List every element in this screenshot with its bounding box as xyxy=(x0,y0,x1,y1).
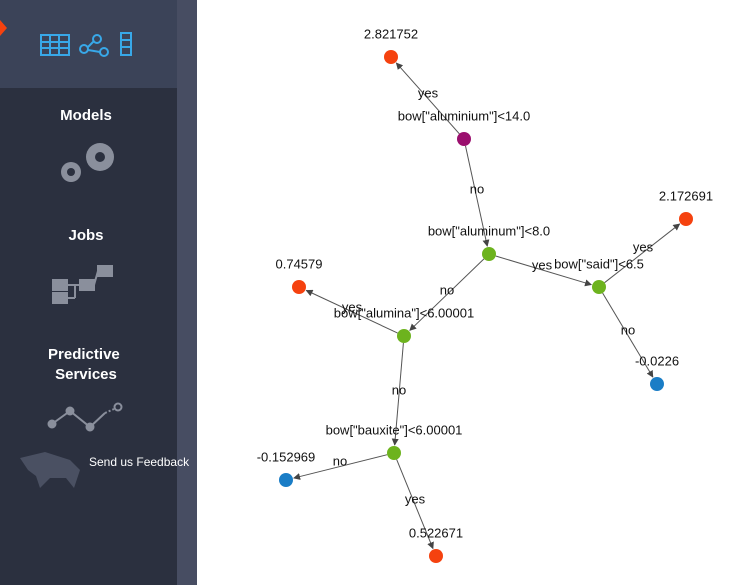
jobs-icon xyxy=(52,265,113,304)
node-label: bow["bauxite"]<6.00001 xyxy=(326,422,463,437)
edge-label: yes xyxy=(405,491,426,506)
node-label: 0.74579 xyxy=(276,256,323,271)
edge-label: no xyxy=(440,282,454,297)
services-icon xyxy=(47,402,123,432)
node-label: 0.522671 xyxy=(409,525,463,540)
edge xyxy=(602,292,654,378)
split-node[interactable] xyxy=(482,247,496,261)
leaf-node[interactable] xyxy=(650,377,664,391)
edge xyxy=(464,145,490,247)
edge-label: no xyxy=(392,382,406,397)
feedback-link[interactable]: Send us Feedback xyxy=(89,455,190,469)
edge xyxy=(395,62,460,135)
tree: yes no yes yes no no yes no no yes bow["aluminium"… xyxy=(257,26,713,563)
node-label: -0.152969 xyxy=(257,449,316,464)
edge-label: yes xyxy=(342,299,363,314)
split-node[interactable] xyxy=(457,132,471,146)
gears-icon xyxy=(61,143,114,182)
node-label: bow["aluminum"]<8.0 xyxy=(428,223,550,238)
node-label: 2.821752 xyxy=(364,26,418,41)
split-node[interactable] xyxy=(592,280,606,294)
data-icons[interactable] xyxy=(40,32,132,57)
nav-models[interactable]: Models xyxy=(60,107,112,124)
edge-label: no xyxy=(621,322,635,337)
split-node[interactable] xyxy=(387,446,401,460)
dog-icon xyxy=(20,452,80,488)
sidebar: Models Jobs Predictive Services Send us … xyxy=(0,0,197,585)
edge xyxy=(396,459,434,550)
leaf-node[interactable] xyxy=(429,549,443,563)
node-label: 2.172691 xyxy=(659,188,713,203)
edge xyxy=(495,255,593,287)
node-label: bow["alumina"]<6.00001 xyxy=(334,305,474,320)
edge-label: yes xyxy=(532,257,553,272)
edge xyxy=(604,223,681,284)
edge-label: no xyxy=(470,181,484,196)
edge xyxy=(391,342,404,446)
edge xyxy=(305,289,398,334)
edge-label: no xyxy=(333,453,347,468)
edge-label: yes xyxy=(633,239,654,254)
nav-jobs[interactable]: Jobs xyxy=(68,227,103,244)
leaf-node[interactable] xyxy=(279,473,293,487)
split-node[interactable] xyxy=(397,329,411,343)
edge xyxy=(409,258,485,331)
nav-predictive-label: Predictive xyxy=(48,346,120,363)
leaf-node[interactable] xyxy=(384,50,398,64)
nav-predictive-label-2: Services xyxy=(55,366,117,383)
node-label: -0.0226 xyxy=(635,353,679,368)
edge xyxy=(293,454,388,480)
leaf-node[interactable] xyxy=(679,212,693,226)
leaf-node[interactable] xyxy=(292,280,306,294)
edge-label: yes xyxy=(418,85,439,100)
nav-predictive[interactable]: Predictive Services xyxy=(48,346,124,383)
node-label: bow["aluminium"]<14.0 xyxy=(398,108,530,123)
node-label: bow["said"]<6.5 xyxy=(554,256,644,271)
